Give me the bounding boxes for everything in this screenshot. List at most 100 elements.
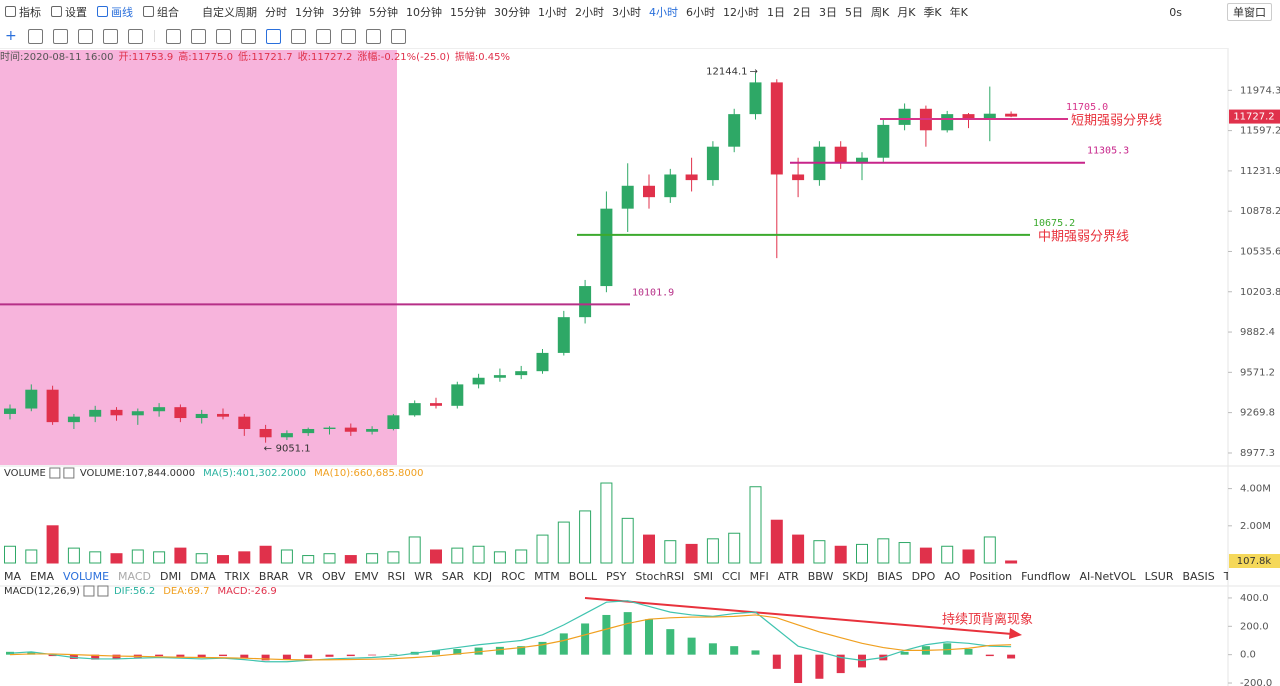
period-button[interactable]: 5分钟: [369, 6, 398, 19]
link-tool[interactable]: [291, 28, 306, 44]
indicator-tab[interactable]: PSY: [606, 569, 627, 583]
period-button[interactable]: 月K: [897, 6, 916, 19]
indicator-tab[interactable]: DPO: [911, 569, 936, 583]
period-button[interactable]: 2日: [793, 6, 811, 19]
indicator-tab[interactable]: AO: [944, 569, 961, 583]
crosshair-tool[interactable]: +: [5, 27, 17, 44]
wave-tool[interactable]: [128, 28, 143, 44]
period-button[interactable]: 30分钟: [494, 6, 530, 19]
hide-tool[interactable]: [366, 28, 381, 44]
period-button[interactable]: 3小时: [612, 6, 641, 19]
indicator-tab[interactable]: Position: [969, 569, 1013, 583]
macd-bar: [389, 653, 398, 655]
indicator-tab[interactable]: BIAS: [877, 569, 903, 583]
lock-tool[interactable]: [316, 28, 331, 44]
period-button[interactable]: 3分钟: [332, 6, 361, 19]
indicator-tab[interactable]: TVolume: [1223, 569, 1228, 583]
volume-bar: [280, 549, 293, 564]
period-button[interactable]: 10分钟: [406, 6, 442, 19]
line-tool[interactable]: [28, 28, 43, 44]
indicator-tab[interactable]: BBW: [807, 569, 834, 583]
fib-tool[interactable]: [53, 28, 68, 44]
indicator-tab[interactable]: BRAR: [258, 569, 289, 583]
indicator-tab[interactable]: MACD: [118, 569, 152, 583]
indicator-tab[interactable]: BOLL: [568, 569, 598, 583]
period-button[interactable]: 3日: [819, 6, 837, 19]
toolbar-button[interactable]: 设置: [46, 4, 92, 20]
draw-mode[interactable]: [266, 28, 281, 44]
copy-tool[interactable]: [341, 28, 356, 44]
period-button[interactable]: 周K: [871, 6, 890, 19]
indicator-tab[interactable]: ATR: [777, 569, 799, 583]
macd-bar: [815, 654, 824, 679]
drawing-toolbar: +: [0, 24, 1228, 49]
indicator-tab[interactable]: Fundflow: [1021, 569, 1071, 583]
toolbar-button[interactable]: 指标: [0, 4, 46, 20]
period-button[interactable]: 自定义周期: [202, 6, 257, 19]
period-button[interactable]: 1小时: [538, 6, 567, 19]
period-button[interactable]: 2小时: [575, 6, 604, 19]
candle-body: [1005, 113, 1018, 117]
period-button[interactable]: 1分钟: [295, 6, 324, 19]
period-button[interactable]: 4小时: [649, 6, 678, 19]
indicator-tab[interactable]: CCI: [722, 569, 741, 583]
volume-bar: [4, 545, 16, 564]
macd-bar: [645, 619, 653, 655]
macd-line: [9, 600, 1012, 663]
icon: [51, 6, 62, 17]
indicator-tab[interactable]: DMI: [160, 569, 182, 583]
high-marker-arrow: →: [750, 67, 758, 78]
period-button[interactable]: 12小时: [723, 6, 759, 19]
indicator-tab[interactable]: StochRSI: [635, 569, 685, 583]
panel-header: MACD(12,26,9): [4, 586, 80, 597]
indicator-tab[interactable]: SMI: [693, 569, 714, 583]
candle-body: [706, 146, 719, 181]
period-button[interactable]: 5日: [845, 6, 863, 19]
shape-tool[interactable]: [78, 28, 93, 44]
indicator-tab[interactable]: LSUR: [1144, 569, 1174, 583]
indicator-tab[interactable]: MA: [4, 569, 22, 583]
indicator-tab[interactable]: RSI: [387, 569, 406, 583]
period-button[interactable]: 6小时: [686, 6, 715, 19]
panel-header: DIF:56.2: [114, 586, 155, 597]
period-button[interactable]: 15分钟: [450, 6, 486, 19]
indicator-tab[interactable]: ROC: [501, 569, 526, 583]
indicator-tab[interactable]: MTM: [534, 569, 560, 583]
ohlc-info: 振幅:0.45%: [455, 50, 510, 63]
indicator-tab[interactable]: EMV: [354, 569, 379, 583]
toolbar-right[interactable]: 0s: [1169, 5, 1182, 19]
period-button[interactable]: 分时: [265, 6, 287, 19]
period-button[interactable]: 1日: [767, 6, 785, 19]
measure-tool[interactable]: [166, 28, 181, 44]
indicator-tab[interactable]: WR: [414, 569, 433, 583]
indicator-tab[interactable]: BASIS: [1182, 569, 1215, 583]
period-button[interactable]: 年K: [949, 6, 968, 19]
indicator-tab[interactable]: DMA: [190, 569, 216, 583]
period-button[interactable]: 季K: [923, 6, 942, 19]
indicator-tab[interactable]: SKDJ: [842, 569, 869, 583]
indicator-tab[interactable]: KDJ: [473, 569, 493, 583]
candle-body: [153, 407, 166, 412]
indicator-tab[interactable]: SAR: [441, 569, 465, 583]
magnet-tool[interactable]: [241, 28, 256, 44]
indicator-tab[interactable]: VR: [297, 569, 313, 583]
toolbar-button[interactable]: 组合: [138, 4, 184, 20]
delete-tool[interactable]: [391, 28, 406, 44]
candle-body: [856, 157, 868, 164]
indicator-tab[interactable]: MFI: [749, 569, 769, 583]
indicator-tab[interactable]: EMA: [30, 569, 54, 583]
indicator-tab[interactable]: OBV: [322, 569, 346, 583]
indicator-tab[interactable]: VOLUME: [62, 569, 110, 583]
toolbar-right[interactable]: 单窗口: [1227, 3, 1272, 21]
macd-bar: [325, 654, 334, 657]
y-tick-label: 10878.2: [1240, 206, 1280, 217]
toolbar-button[interactable]: 画线: [92, 4, 138, 20]
brush-tool[interactable]: [216, 28, 231, 44]
macd-bar: [155, 654, 164, 657]
text-tool[interactable]: [191, 28, 206, 44]
icon: [143, 6, 154, 17]
indicator-tab[interactable]: AI-NetVOL: [1079, 569, 1136, 583]
indicator-tab[interactable]: TRIX: [224, 569, 250, 583]
channel-tool[interactable]: [103, 28, 118, 44]
